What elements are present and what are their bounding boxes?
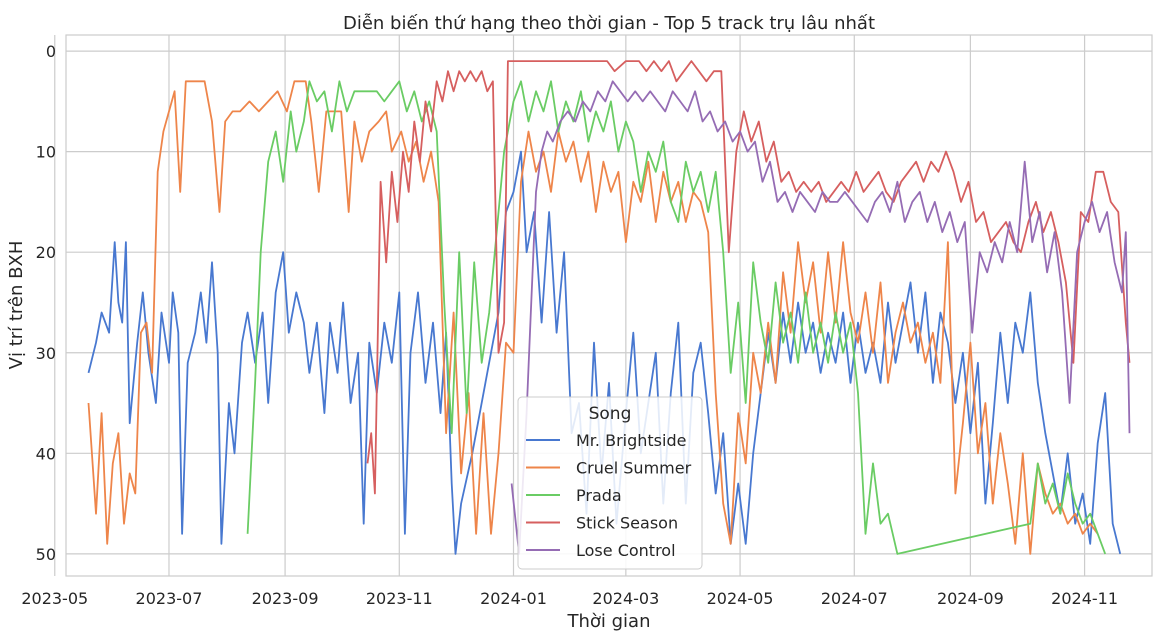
series-line-stick-season	[366, 60, 1131, 495]
x-tick-label: 2023-11	[366, 589, 433, 608]
legend-label: Stick Season	[576, 514, 678, 533]
series-line-cruel-summer	[87, 80, 1099, 555]
y-tick-label: 30	[36, 344, 56, 363]
x-tick-label: 2024-07	[821, 589, 888, 608]
legend-label: Cruel Summer	[576, 459, 692, 478]
y-tick-label: 20	[36, 243, 56, 262]
x-tick-label: 2023-09	[252, 589, 319, 608]
series-line-prada	[246, 80, 1107, 555]
legend-label: Prada	[576, 486, 622, 505]
x-tick-label: 2024-09	[937, 589, 1004, 608]
x-tick-label: 2023-07	[136, 589, 203, 608]
y-tick-label: 0	[46, 42, 56, 61]
x-tick-label: 2023-05	[21, 589, 88, 608]
x-tick-label: 2024-11	[1051, 589, 1118, 608]
y-tick-label: 50	[36, 545, 56, 564]
legend-box	[517, 396, 703, 570]
x-tick-label: 2024-05	[707, 589, 774, 608]
legend-label: Mr. Brightside	[576, 431, 686, 450]
y-tick-label: 10	[36, 143, 56, 162]
legend-items: Mr. Brightside Cruel Summer Prada Stick Sea…	[526, 431, 692, 560]
series-line-lose-control	[510, 80, 1131, 555]
y-axis-title: Vị trí trên BXH	[6, 241, 27, 370]
x-axis-title: Thời gian	[566, 611, 650, 632]
legend: Song Mr. Brightside Cruel Summer Prada Stic…	[517, 396, 703, 570]
chart-title: Diễn biến thứ hạng theo thời gian - Top …	[343, 13, 875, 34]
legend-label: Lose Control	[576, 541, 676, 560]
x-tick-label: 2024-01	[480, 589, 547, 608]
tick-labels: 0 10 20 30 40 50 2023-05 2023-07 2023-09 2023-11 2…	[21, 42, 1118, 608]
legend-title: Song	[589, 404, 632, 424]
plot-frame	[65, 34, 1153, 577]
x-tick-label: 2024-03	[592, 589, 659, 608]
y-tick-label: 40	[36, 444, 56, 463]
